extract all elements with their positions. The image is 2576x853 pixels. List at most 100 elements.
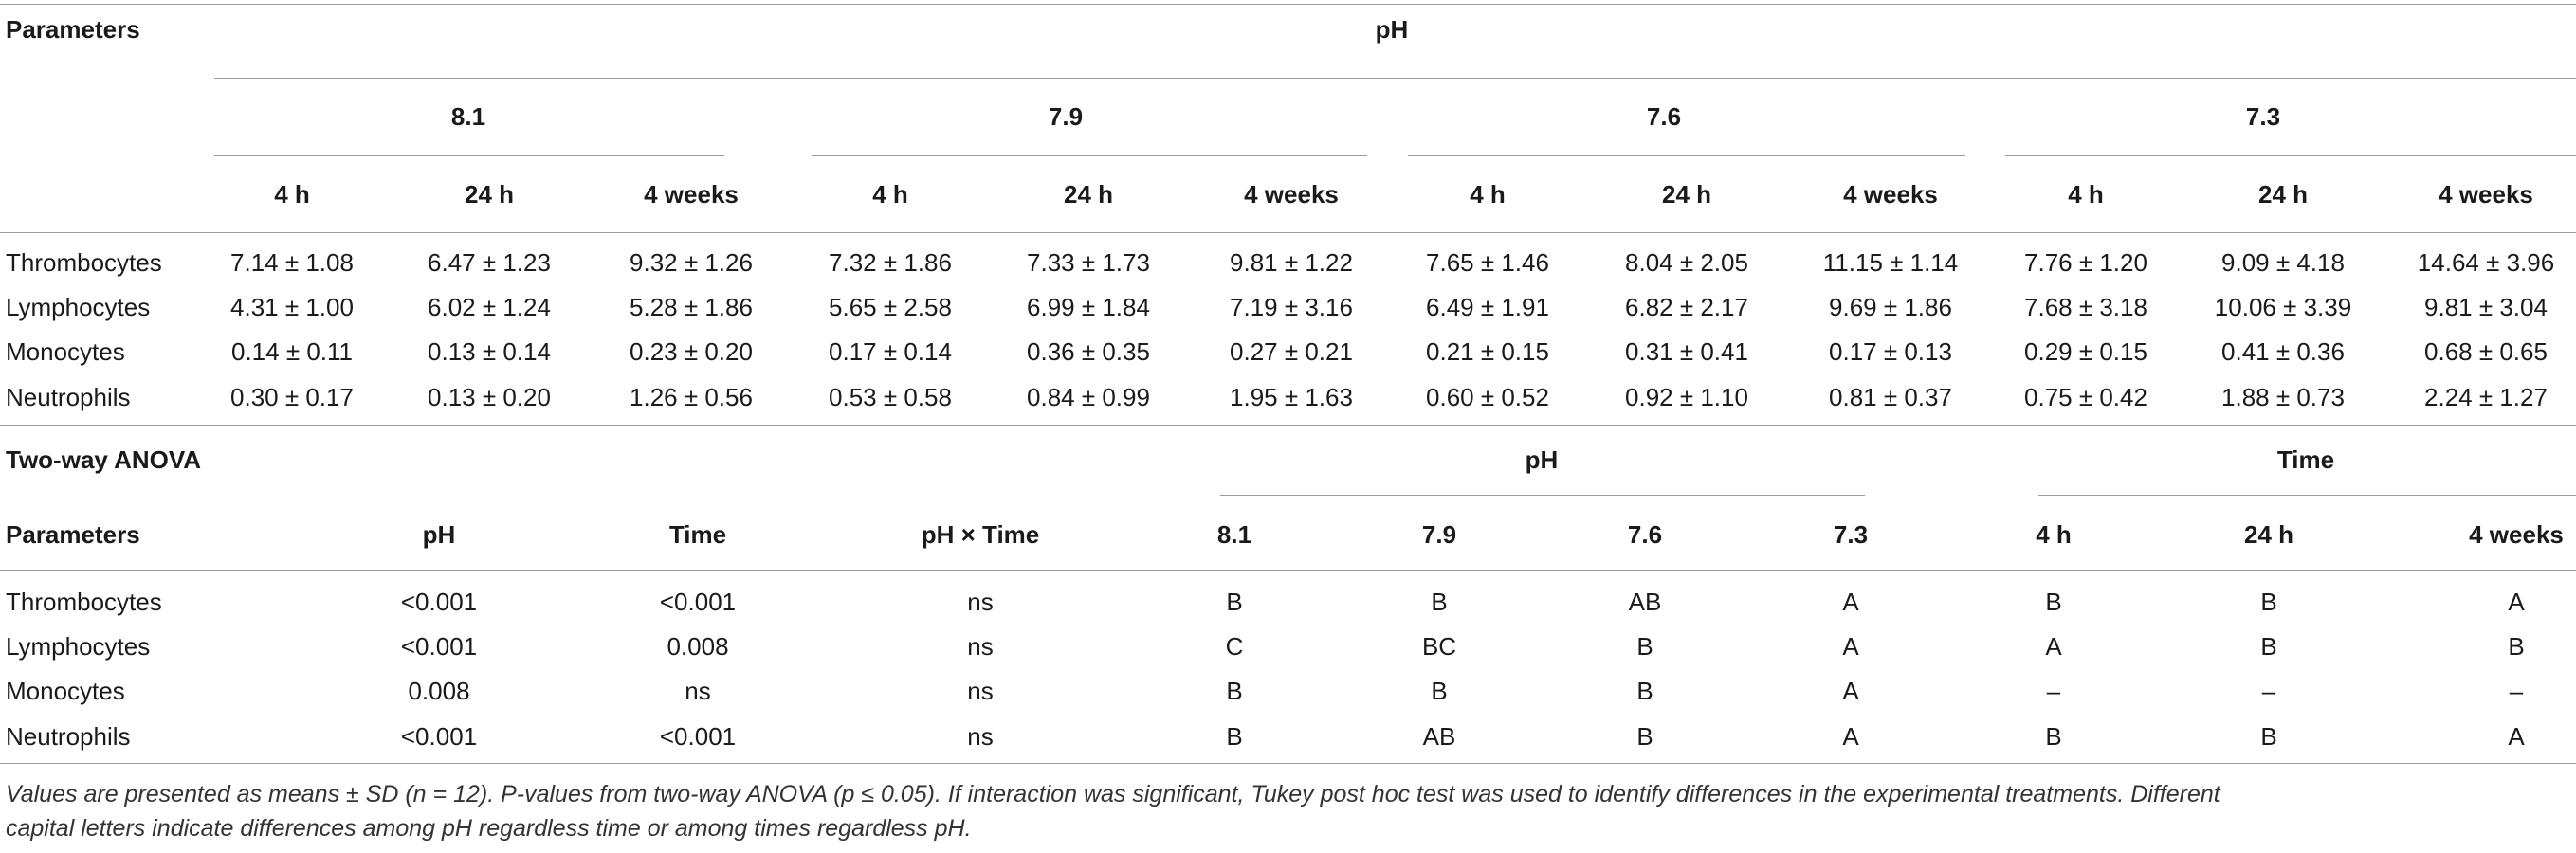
value-cell: 0.17 ± 0.14	[829, 337, 952, 366]
anova-value-cell: B	[1636, 632, 1653, 661]
ph-level-header: 7.3	[2245, 102, 2281, 131]
time-column-header: 24 h	[1661, 180, 1712, 209]
value-cell: 7.32 ± 1.86	[829, 248, 952, 277]
time-column-header: 4 h	[1470, 180, 1506, 209]
anova-value-cell: B	[2260, 588, 2277, 616]
ph-level-rule	[214, 155, 724, 156]
anova-value-cell: <0.001	[400, 588, 478, 616]
value-cell: 0.92 ± 1.10	[1625, 383, 1748, 411]
anova-value-cell: B	[2260, 632, 2277, 661]
anova-value-cell: A	[2508, 588, 2525, 616]
value-cell: 6.82 ± 2.17	[1625, 293, 1748, 321]
value-cell: 0.17 ± 0.13	[1829, 337, 1952, 366]
value-cell: 9.32 ± 1.26	[630, 248, 753, 277]
anova-value-cell: ns	[967, 588, 994, 616]
anova-column-header: pH	[422, 520, 456, 549]
value-cell: 8.04 ± 2.05	[1625, 248, 1748, 277]
time-column-header: 24 h	[2257, 180, 2309, 209]
section-divider	[0, 425, 2576, 426]
value-cell: 0.68 ± 0.65	[2424, 337, 2548, 366]
anova-value-cell: ns	[967, 722, 994, 751]
value-cell: 9.09 ± 4.18	[2221, 248, 2345, 277]
value-cell: 6.47 ± 1.23	[428, 248, 551, 277]
value-cell: 0.81 ± 0.37	[1829, 383, 1952, 411]
anova-value-cell: <0.001	[659, 722, 737, 751]
ph-level-header: 7.9	[1048, 102, 1084, 131]
anova-value-cell: BC	[1421, 632, 1457, 661]
footnote-line: capital letters indicate differences amo…	[6, 815, 972, 842]
value-cell: 0.31 ± 0.41	[1625, 337, 1748, 366]
time-column-header: 24 h	[464, 180, 515, 209]
value-cell: 5.28 ± 1.86	[630, 293, 753, 321]
anova-value-cell: A	[2508, 722, 2525, 751]
value-cell: 0.29 ± 0.15	[2024, 337, 2147, 366]
group-header-ph: pH	[1375, 15, 1409, 44]
anova-value-cell: A	[1842, 677, 1859, 705]
value-cell: 0.14 ± 0.11	[231, 337, 353, 366]
value-cell: 9.81 ± 3.04	[2424, 293, 2548, 321]
value-cell: 0.27 ± 0.21	[1230, 337, 1353, 366]
anova-value-cell: B	[2260, 722, 2277, 751]
anova-time-group-rule	[2038, 495, 2576, 496]
anova-value-cell: B	[1636, 722, 1653, 751]
anova-value-cell: B	[1226, 677, 1243, 705]
anova-value-cell: B	[1226, 722, 1243, 751]
anova-value-cell: B	[1431, 588, 1448, 616]
anova-value-cell: AB	[1422, 722, 1456, 751]
anova-value-cell: B	[1431, 677, 1448, 705]
value-cell: 0.60 ± 0.52	[1426, 383, 1549, 411]
anova-value-cell: B	[2508, 632, 2525, 661]
value-cell: 0.21 ± 0.15	[1426, 337, 1549, 366]
value-cell: 0.13 ± 0.14	[428, 337, 551, 366]
anova-column-header: 7.6	[1627, 520, 1663, 549]
value-cell: 2.24 ± 1.27	[2424, 383, 2548, 411]
anova-value-cell: 0.008	[667, 632, 729, 661]
time-column-header: 4 h	[872, 180, 908, 209]
value-cell: 4.31 ± 1.00	[230, 293, 354, 321]
anova-column-header: 24 h	[2243, 520, 2294, 549]
anova-column-header: 7.9	[1421, 520, 1457, 549]
anova-column-header: 8.1	[1216, 520, 1252, 549]
anova-value-cell: –	[2509, 677, 2524, 705]
anova-value-cell: B	[1636, 677, 1653, 705]
anova-value-cell: ns	[967, 677, 994, 705]
value-cell: 6.99 ± 1.84	[1027, 293, 1150, 321]
value-cell: 1.26 ± 0.56	[630, 383, 753, 411]
value-cell: 7.76 ± 1.20	[2024, 248, 2147, 277]
anova-column-header: 4 h	[2036, 520, 2072, 549]
anova-value-cell: ns	[967, 632, 994, 661]
anova-column-header: 7.3	[1833, 520, 1869, 549]
anova-value-cell: A	[1842, 588, 1859, 616]
anova-title: Two-way ANOVA	[6, 445, 202, 474]
anova-value-cell: <0.001	[659, 588, 737, 616]
anova-column-header: 4 weeks	[2469, 520, 2564, 549]
footnote-line: Values are presented as means ± SD (n = …	[6, 781, 2220, 808]
table-bottom-rule	[0, 763, 2576, 764]
value-cell: 1.95 ± 1.63	[1230, 383, 1353, 411]
row-label: Neutrophils	[6, 383, 131, 411]
anova-value-cell: 0.008	[408, 677, 470, 705]
row-label: Monocytes	[6, 337, 125, 366]
value-cell: 7.65 ± 1.46	[1426, 248, 1549, 277]
anova-value-cell: A	[2045, 632, 2062, 661]
value-cell: 0.23 ± 0.20	[630, 337, 753, 366]
ph-level-rule	[812, 155, 1367, 156]
anova-row-label: Neutrophils	[6, 722, 131, 751]
anova-value-cell: AB	[1628, 588, 1662, 616]
value-cell: 0.41 ± 0.36	[2221, 337, 2345, 366]
time-column-header: 4 weeks	[2439, 180, 2533, 209]
value-cell: 7.14 ± 1.08	[230, 248, 354, 277]
time-column-header: 24 h	[1063, 180, 1114, 209]
anova-value-cell: ns	[685, 677, 711, 705]
value-cell: 0.84 ± 0.99	[1027, 383, 1150, 411]
anova-header-rule	[0, 570, 2576, 571]
anova-value-cell: <0.001	[400, 722, 478, 751]
anova-value-cell: A	[1842, 722, 1859, 751]
ph-level-header: 7.6	[1646, 102, 1682, 131]
anova-value-cell: –	[2261, 677, 2276, 705]
anova-value-cell: A	[1842, 632, 1859, 661]
value-cell: 11.15 ± 1.14	[1822, 248, 1959, 277]
value-cell: 1.88 ± 0.73	[2221, 383, 2345, 411]
ph-level-rule	[2005, 155, 2576, 156]
value-cell: 0.36 ± 0.35	[1027, 337, 1150, 366]
